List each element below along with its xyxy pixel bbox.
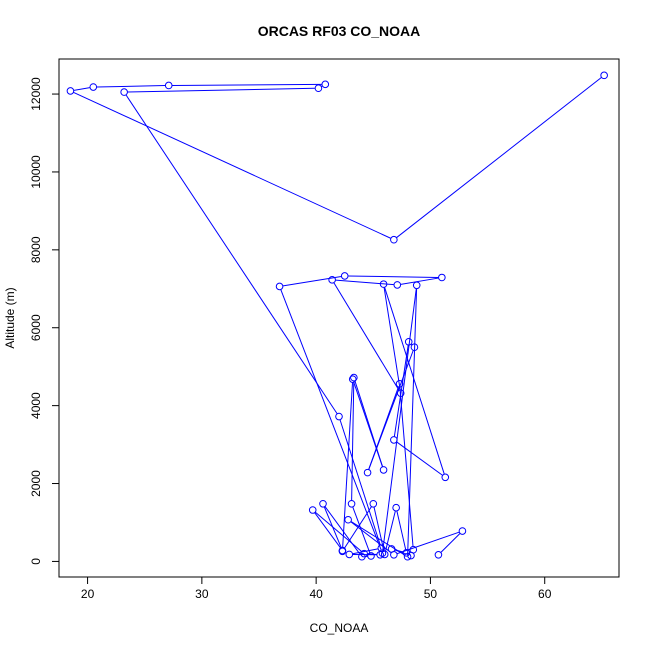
data-point: [395, 380, 404, 388]
series-line-segment: [280, 289, 382, 551]
data-point: [66, 87, 75, 95]
data-point: [390, 436, 398, 444]
data-point: [376, 551, 384, 559]
series-line-segment: [351, 381, 355, 501]
data-point: [403, 552, 412, 561]
x-tick-label: 40: [309, 587, 323, 601]
y-tick-label: 0: [29, 558, 43, 565]
data-point: [340, 272, 349, 280]
data-point: [367, 552, 375, 560]
data-point: [308, 506, 317, 514]
series-line-segment: [342, 382, 354, 548]
series-line-segment: [407, 288, 418, 554]
data-point: [434, 551, 443, 559]
data-point: [348, 375, 357, 383]
data-point: [458, 527, 467, 535]
data-point: [410, 343, 419, 352]
series-line-segment: [399, 387, 414, 547]
y-tick-label: 8000: [29, 236, 43, 263]
series-line-segment: [367, 553, 377, 556]
data-point: [392, 503, 400, 512]
series-line-segment: [373, 507, 385, 552]
data-point: [412, 281, 421, 290]
plot-area-frame: [58, 58, 620, 578]
y-tick-label: 12000: [29, 77, 43, 111]
data-point: [396, 389, 405, 397]
series-line-segment: [96, 85, 166, 88]
data-point: [390, 235, 398, 244]
series-line-segment: [282, 276, 342, 287]
data-point: [390, 551, 398, 559]
series-line-segment: [396, 441, 443, 476]
data-point: [338, 547, 347, 556]
y-tick-label: 6000: [29, 314, 43, 341]
data-point: [345, 550, 354, 559]
data-point: [363, 468, 372, 477]
x-tick-label: 50: [424, 587, 438, 601]
x-axis-label: CO_NOAA: [310, 621, 369, 635]
data-point: [379, 280, 388, 288]
data-point: [379, 466, 388, 474]
data-point: [164, 81, 173, 90]
series-line-segment: [393, 345, 409, 437]
series-line-segment: [315, 511, 362, 552]
series-line-segment: [125, 94, 338, 414]
data-point: [350, 373, 358, 382]
data-point: [409, 545, 418, 554]
data-point: [120, 88, 128, 96]
x-tick-label: 20: [81, 587, 95, 601]
data-point: [319, 499, 327, 508]
series-line-segment: [339, 419, 381, 545]
data-point: [393, 281, 402, 289]
series-layer: [66, 71, 608, 561]
data-point: [89, 83, 98, 91]
data-point: [321, 80, 330, 89]
x-axis: 20 30 40 50 60: [81, 576, 552, 601]
series-line-segment: [172, 83, 322, 86]
series-line-segment: [352, 548, 378, 555]
chart-title: ORCAS RF03 CO_NOAA: [258, 23, 421, 39]
y-axis: 0 2000 4000 6000 8000 10000 12000: [29, 77, 60, 565]
series-line-segment: [353, 382, 383, 467]
y-tick-label: 4000: [29, 392, 43, 419]
data-point: [438, 273, 446, 282]
series-line-segment: [382, 288, 417, 550]
data-point: [328, 276, 336, 284]
series-line-segment: [127, 87, 315, 93]
data-point: [335, 412, 343, 421]
x-tick-label: 60: [538, 587, 552, 601]
series-line-segment: [350, 521, 405, 556]
series-line-segment: [348, 275, 439, 278]
series-line-segment: [335, 279, 394, 286]
series-line-segment: [396, 510, 407, 550]
series-line-segment: [384, 287, 445, 475]
data-point: [369, 499, 378, 508]
data-point: [404, 337, 413, 346]
series-line-segment: [440, 533, 461, 553]
data-point: [358, 552, 366, 561]
series-line-segment: [400, 277, 439, 285]
data-point: [344, 515, 352, 524]
y-tick-label: 2000: [29, 470, 43, 497]
x-tick-label: 30: [195, 587, 209, 601]
y-axis-label: Altitude (m): [3, 287, 17, 348]
series-line-segment: [73, 87, 90, 91]
series-line-segment: [73, 91, 391, 239]
data-point: [378, 549, 387, 558]
data-point: [347, 499, 356, 508]
series-line-segment: [333, 282, 400, 391]
series-line-segment: [383, 287, 401, 390]
series-line-segment: [324, 506, 361, 555]
series-line-segment: [314, 512, 341, 548]
data-point: [441, 473, 450, 482]
data-point: [275, 282, 284, 291]
data-point: [600, 71, 608, 80]
y-tick-label: 10000: [29, 155, 43, 189]
series-line-segment: [323, 506, 342, 548]
series-line-segment: [396, 77, 602, 238]
data-point: [314, 84, 323, 93]
